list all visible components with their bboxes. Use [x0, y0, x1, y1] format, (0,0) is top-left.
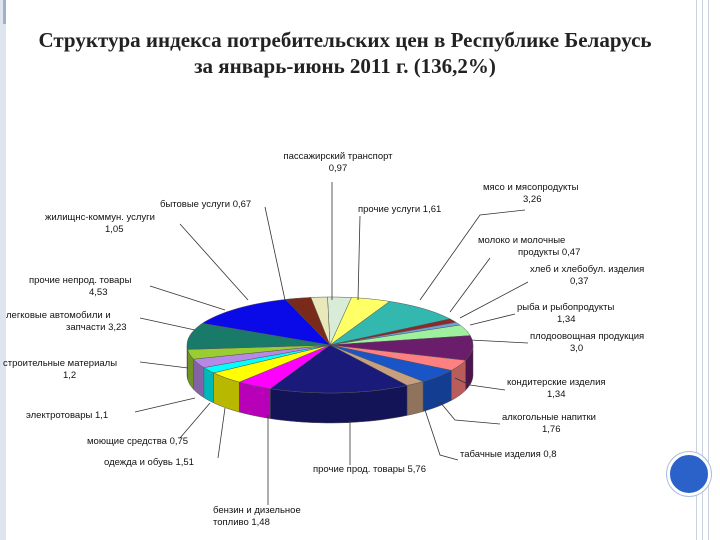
- title-line-2: за январь-июнь 2011 г. (136,2%): [194, 54, 496, 78]
- pie-slice-10: [269, 344, 408, 394]
- pie-slice-17: [201, 299, 331, 346]
- chart-title: Структура индекса потребительских цен в …: [20, 27, 670, 79]
- slice-label-4: хлеб и хлебобул. изделия 0,37: [530, 264, 644, 287]
- slice-label-16: легковые автомобили и запчасти 3,23: [6, 310, 127, 333]
- pie-slice-2: [329, 301, 451, 346]
- slice-label-9: табачные изделия 0,8: [460, 449, 557, 460]
- leader-line-1: [357, 215, 361, 301]
- pie-slice-1: [329, 297, 391, 346]
- slice-label-1: прочие услуги 1,61: [358, 204, 441, 215]
- leader-line-13: [179, 402, 211, 439]
- slice-label-6: плодоовощная продукция 3,0: [530, 331, 644, 354]
- pie-slice-19: [310, 296, 331, 346]
- title-line-1: Структура индекса потребительских цен в …: [38, 28, 652, 52]
- slice-label-8: алкогольные напитки 1,76: [502, 412, 596, 435]
- leader-line-7: [454, 377, 506, 391]
- leader-line-4: [459, 281, 529, 319]
- pie-slice-5: [329, 324, 471, 346]
- leader-line-14: [134, 397, 196, 413]
- slide-nav-circle[interactable]: [667, 452, 711, 496]
- left-frame-accent: [3, 0, 6, 24]
- leader-line-9: [424, 409, 459, 461]
- slice-label-0: пассажирский транспорт 0,97: [283, 151, 393, 174]
- leader-line-12: [217, 407, 226, 459]
- slice-label-13: моющие средства 0,75: [87, 436, 188, 447]
- pie-slice-8: [329, 344, 453, 382]
- slice-label-5: рыба и рыбопродукты 1,34: [517, 302, 614, 325]
- leader-line-17: [149, 285, 226, 311]
- pie-slice-12: [212, 344, 331, 383]
- leader-line-2: [419, 209, 526, 301]
- slice-label-19: бытовые услуги 0,67: [160, 199, 251, 210]
- pie-slice-6: [329, 335, 474, 361]
- slice-label-17: прочие непрод. товары 4,53: [29, 275, 132, 298]
- leader-line-16: [139, 317, 196, 331]
- slice-label-11: бензин и дизельное топливо 1,48: [213, 505, 301, 528]
- leader-line-3: [449, 257, 491, 313]
- pie-side-13: [203, 367, 214, 404]
- leader-line-19: [264, 206, 286, 301]
- pie-slice-16: [186, 323, 331, 350]
- leader-line-8: [439, 401, 501, 425]
- slice-label-14: электротовары 1,1: [26, 410, 108, 421]
- leader-line-6: [469, 339, 529, 344]
- slice-label-10: прочие прод. товары 5,76: [313, 464, 426, 475]
- slice-label-18: жилищнс-коммун. услуги 1,05: [45, 212, 155, 235]
- right-frame-lines: [692, 0, 720, 540]
- slice-label-2: мясо и мясопродукты 3,26: [483, 182, 579, 205]
- slice-label-12: одежда и обувь 1,51: [104, 457, 194, 468]
- leader-line-18: [179, 223, 249, 301]
- pie-side-9: [406, 381, 424, 416]
- leader-line-5: [469, 313, 516, 326]
- slice-label-7: кондитерские изделия 1,34: [507, 377, 606, 400]
- slice-label-3: молоко и молочные продукты 0,47: [478, 235, 580, 258]
- slice-label-15: строительные материалы 1,2: [3, 358, 117, 381]
- left-frame-strip: [0, 0, 6, 540]
- leader-line-15: [139, 361, 189, 369]
- pie-slice-11: [238, 344, 331, 389]
- pie-slice-7: [329, 344, 467, 371]
